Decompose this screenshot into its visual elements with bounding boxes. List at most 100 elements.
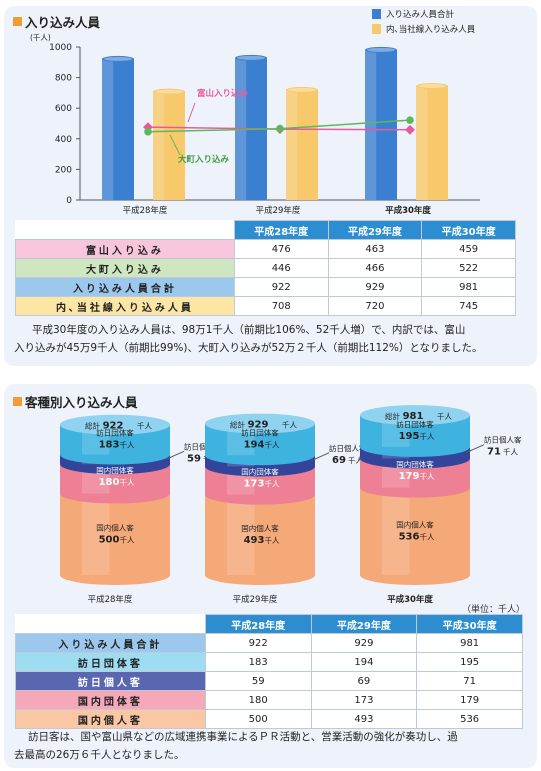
segment-name: 訪日個人客 <box>184 441 222 451</box>
total-value: 922 <box>103 421 124 432</box>
section2-title: 客種別入り込み人員 <box>13 392 138 411</box>
table-corner <box>15 220 235 240</box>
table-cell: 500 <box>204 709 312 729</box>
y-tick-label: 600 <box>55 104 72 114</box>
legend-swatch <box>372 9 381 19</box>
table-cell: 720 <box>327 296 423 316</box>
bar-total <box>102 55 134 201</box>
table-cell: 179 <box>416 690 523 710</box>
line-marker <box>276 124 284 133</box>
segment-name: 国内団体客 <box>96 465 134 475</box>
segment-unit: 千人 <box>265 439 280 449</box>
bar-body <box>153 91 185 200</box>
table-header: 平成29年度 <box>327 220 423 240</box>
table-cell: 929 <box>327 277 423 297</box>
total-label: 総計 <box>85 421 100 431</box>
segment-unit: 千人 <box>420 471 435 481</box>
total-value: 981 <box>403 411 424 422</box>
table-row: 内､当社線入り込み人員 708 720 745 <box>15 296 516 316</box>
bar-body <box>365 49 397 201</box>
segment-value: 183 <box>99 440 120 451</box>
table-cell: 59 <box>204 671 312 691</box>
table-row: 国内個人客 500 493 536 <box>15 709 523 729</box>
y-tick-label: 0 <box>66 196 72 206</box>
table-cell: 173 <box>310 690 418 710</box>
bar-top <box>102 55 134 62</box>
row-label: 国内団体客 <box>15 690 206 710</box>
row-label: 訪日団体客 <box>15 652 206 672</box>
y-axis-label: (千人) <box>30 32 51 42</box>
row-label: 入り込み人員合計 <box>15 277 235 297</box>
table-cell: 922 <box>233 277 329 297</box>
bar-total <box>235 54 267 200</box>
cylinder-segment <box>205 494 315 575</box>
table-cell: 522 <box>421 258 516 278</box>
legend-label: 入り込み人員合計 <box>386 9 455 20</box>
x-tick-label: 平成30年度 <box>387 594 433 605</box>
bar-company-line <box>286 86 318 200</box>
total-unit: 千人 <box>137 421 152 431</box>
segment-name: 国内個人客 <box>241 523 279 533</box>
table-header: 平成30年度 <box>421 220 516 240</box>
table-visitor-types: 平成28年度 平成29年度 平成30年度 入り込み人員合計 922 929 981 訪日… <box>15 614 523 729</box>
table-cell: 69 <box>310 671 418 691</box>
bar-top <box>235 54 267 61</box>
segment-value: 536 <box>399 531 420 542</box>
x-tick-label: 平成28年度 <box>123 205 168 216</box>
bar-company-line <box>416 83 448 200</box>
table-row: 国内団体客 180 173 179 <box>15 690 523 710</box>
x-tick-label: 平成29年度 <box>233 594 278 605</box>
table-cell: 922 <box>204 633 312 653</box>
segment-name: 国内個人客 <box>396 519 434 529</box>
table-header: 平成29年度 <box>310 614 418 634</box>
total-unit: 千人 <box>282 420 297 430</box>
table-header: 平成28年度 <box>204 614 312 634</box>
row-label: 内､当社線入り込み人員 <box>15 296 235 316</box>
segment-unit: 千人 <box>503 447 518 457</box>
table-cell: 71 <box>416 671 523 691</box>
bar-highlight <box>286 89 298 200</box>
bar-highlight <box>365 49 377 201</box>
bar-top-shine <box>155 89 183 94</box>
table-cell: 195 <box>416 652 523 672</box>
table-cell: 929 <box>310 633 418 653</box>
segment-value: 59 <box>187 453 201 464</box>
bar-body <box>416 86 448 200</box>
segment-name: 訪日団体客 <box>396 419 434 429</box>
table-cell: 446 <box>233 258 329 278</box>
cylinder-top <box>60 414 170 435</box>
y-tick-label: 200 <box>55 165 72 175</box>
line-marker <box>405 124 415 135</box>
segment-value: 69 <box>332 455 346 466</box>
table-cell: 493 <box>310 709 418 729</box>
segment-unit: 千人 <box>265 479 280 489</box>
table-row: 大町入り込み 446 466 522 <box>15 258 516 278</box>
section-marker-icon <box>13 397 22 406</box>
x-tick-label: 平成28年度 <box>88 594 133 605</box>
cylinder-shine <box>382 487 410 575</box>
table-cell: 745 <box>421 296 516 316</box>
bar-top-shine <box>367 47 395 52</box>
bar-body <box>286 89 318 200</box>
segment-value: 500 <box>99 534 120 545</box>
section1-title: 入り込み人員 <box>13 12 100 31</box>
segment-unit: 千人 <box>120 440 135 450</box>
cylinder-shine <box>82 493 110 575</box>
line-marker <box>144 127 152 136</box>
segment-name: 訪日団体客 <box>96 428 134 438</box>
bar-top <box>286 86 318 93</box>
section1-paragraph: 平成30年度の入り込み人員は、98万1千人（前期比106%、52千人増）で、内訳… <box>14 324 483 354</box>
table-row: 訪日団体客 183 194 195 <box>15 652 523 672</box>
total-value: 929 <box>248 420 269 431</box>
segment-name: 訪日個人客 <box>484 435 522 445</box>
table-row: 入り込み人員合計 922 929 981 <box>15 277 516 297</box>
section-marker-icon <box>13 17 22 26</box>
callout-line <box>169 134 181 156</box>
total-label: 総計 <box>230 420 245 430</box>
segment-unit: 千人 <box>120 477 135 487</box>
y-tick-label: 1000 <box>49 43 72 53</box>
cylinder-segment <box>60 493 170 575</box>
